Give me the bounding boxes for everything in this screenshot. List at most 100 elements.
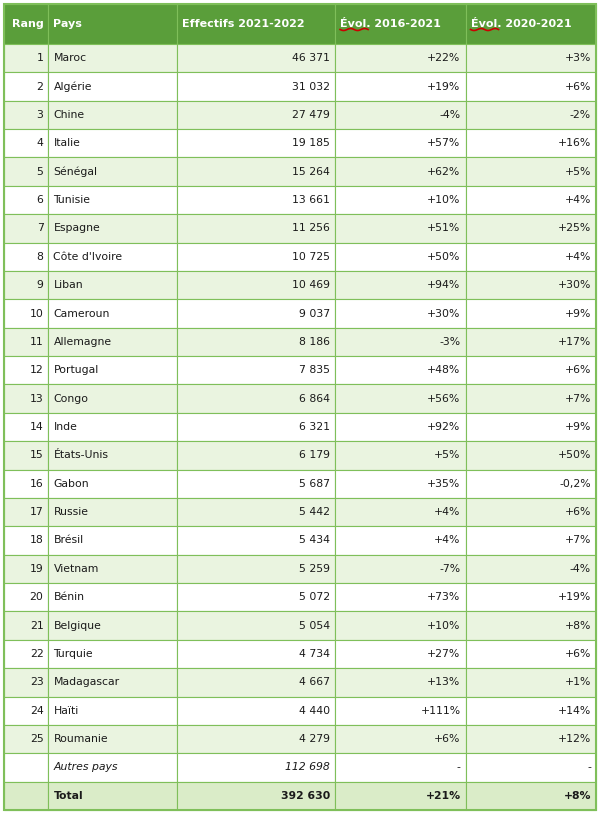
Text: 7 835: 7 835	[299, 365, 330, 375]
Bar	[335, 527, 466, 554]
Text: 10: 10	[29, 309, 43, 318]
Bar	[49, 186, 177, 214]
Bar	[177, 470, 335, 498]
Bar	[4, 781, 49, 810]
Text: +13%: +13%	[427, 677, 461, 687]
Text: +10%: +10%	[427, 195, 461, 205]
Text: États-Unis: États-Unis	[53, 450, 109, 461]
Text: Madagascar: Madagascar	[53, 677, 119, 687]
Text: Allemagne: Allemagne	[53, 337, 112, 347]
Text: 10 469: 10 469	[292, 280, 330, 290]
Text: -4%: -4%	[439, 110, 461, 120]
Text: -0,2%: -0,2%	[559, 479, 591, 488]
Text: 1: 1	[37, 53, 43, 63]
Bar	[4, 157, 49, 186]
Bar	[177, 271, 335, 300]
Bar	[49, 356, 177, 384]
Bar	[4, 753, 49, 781]
Text: Total: Total	[53, 791, 83, 801]
Text: 46 371: 46 371	[292, 53, 330, 63]
Text: Tunisie: Tunisie	[53, 195, 91, 205]
Bar	[466, 271, 596, 300]
Text: +25%: +25%	[558, 223, 591, 234]
Bar	[177, 356, 335, 384]
Bar	[177, 72, 335, 101]
Bar	[4, 101, 49, 129]
Bar	[335, 554, 466, 583]
Text: +94%: +94%	[427, 280, 461, 290]
Bar	[49, 498, 177, 527]
Bar	[49, 157, 177, 186]
Bar	[177, 413, 335, 441]
Bar	[335, 328, 466, 356]
Bar	[177, 611, 335, 640]
Bar	[466, 554, 596, 583]
Text: 5: 5	[37, 167, 43, 177]
Text: Pays: Pays	[53, 19, 82, 29]
Text: 22: 22	[30, 649, 43, 659]
Bar	[177, 101, 335, 129]
Bar	[466, 186, 596, 214]
Bar	[4, 668, 49, 697]
Text: 19: 19	[30, 564, 43, 574]
Text: +62%: +62%	[427, 167, 461, 177]
Text: 12: 12	[30, 365, 43, 375]
Bar	[4, 214, 49, 243]
Bar	[466, 243, 596, 271]
Bar	[49, 300, 177, 328]
Text: Autres pays: Autres pays	[53, 763, 118, 772]
Text: 15: 15	[30, 450, 43, 461]
Text: 9 037: 9 037	[299, 309, 330, 318]
Bar	[49, 583, 177, 611]
Bar	[49, 72, 177, 101]
Bar	[4, 384, 49, 413]
Text: 4 667: 4 667	[299, 677, 330, 687]
Bar	[4, 441, 49, 470]
Bar	[49, 470, 177, 498]
Bar	[49, 668, 177, 697]
Bar	[177, 4, 335, 44]
Bar	[466, 413, 596, 441]
Text: +1%: +1%	[565, 677, 591, 687]
Bar	[177, 384, 335, 413]
Bar	[49, 271, 177, 300]
Bar	[466, 384, 596, 413]
Bar	[466, 129, 596, 157]
Text: +4%: +4%	[434, 536, 461, 545]
Text: +111%: +111%	[421, 706, 461, 716]
Text: +4%: +4%	[565, 195, 591, 205]
Text: 13: 13	[30, 394, 43, 404]
Text: +6%: +6%	[434, 734, 461, 744]
Bar	[335, 356, 466, 384]
Bar	[466, 4, 596, 44]
Text: 6 179: 6 179	[299, 450, 330, 461]
Bar	[335, 186, 466, 214]
Bar	[335, 413, 466, 441]
Text: 31 032: 31 032	[292, 81, 330, 91]
Text: 5 434: 5 434	[299, 536, 330, 545]
Text: Cameroun: Cameroun	[53, 309, 110, 318]
Bar	[177, 214, 335, 243]
Bar	[4, 611, 49, 640]
Bar	[335, 300, 466, 328]
Text: 5 687: 5 687	[299, 479, 330, 488]
Text: +30%: +30%	[427, 309, 461, 318]
Bar	[335, 668, 466, 697]
Text: 4: 4	[37, 138, 43, 148]
Bar	[49, 129, 177, 157]
Bar	[466, 328, 596, 356]
Bar	[4, 697, 49, 725]
Bar	[466, 781, 596, 810]
Bar	[466, 640, 596, 668]
Text: 19 185: 19 185	[292, 138, 330, 148]
Text: +9%: +9%	[565, 309, 591, 318]
Text: 13 661: 13 661	[292, 195, 330, 205]
Text: Belgique: Belgique	[53, 620, 101, 631]
Text: 9: 9	[37, 280, 43, 290]
Bar	[177, 300, 335, 328]
Text: +5%: +5%	[565, 167, 591, 177]
Text: Maroc: Maroc	[53, 53, 86, 63]
Bar	[177, 668, 335, 697]
Text: -2%: -2%	[570, 110, 591, 120]
Text: +6%: +6%	[565, 81, 591, 91]
